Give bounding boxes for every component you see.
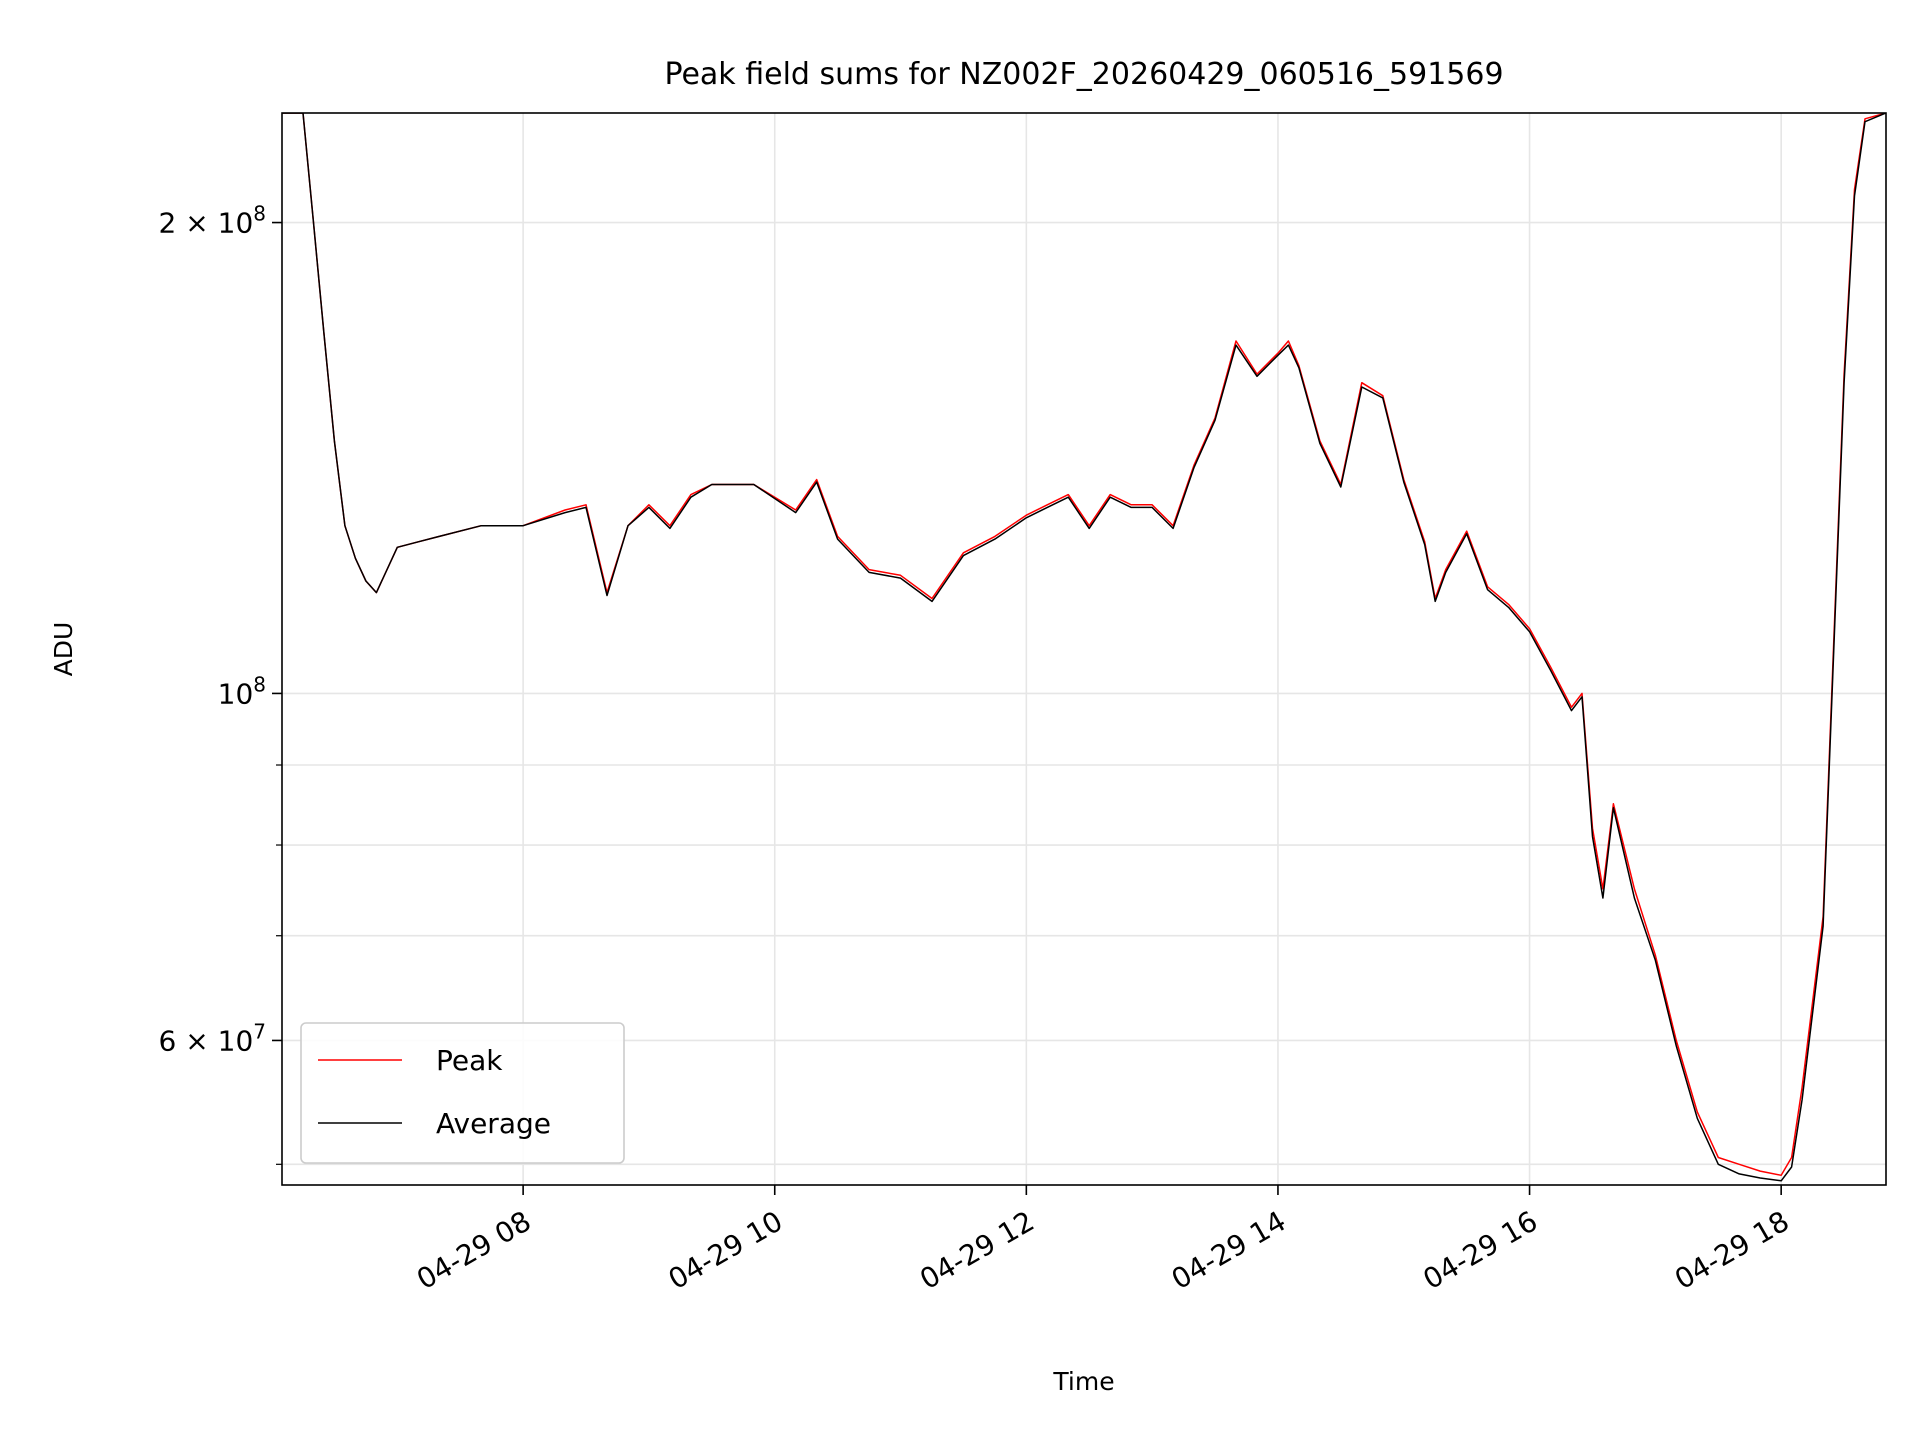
x-tick-label: 04-29 14 xyxy=(1166,1204,1292,1296)
y-tick-label: 108 xyxy=(218,672,266,710)
x-tick-label: 04-29 12 xyxy=(914,1204,1040,1296)
legend-box xyxy=(300,1022,625,1164)
x-tick-label: 04-29 18 xyxy=(1669,1204,1795,1296)
legend: Peak Average xyxy=(300,1022,625,1164)
axes-frame xyxy=(281,112,1887,1186)
y-tick-label: 6 × 107 xyxy=(159,1019,266,1057)
x-tick-label: 04-29 10 xyxy=(663,1204,789,1296)
grid-lines xyxy=(282,113,1886,1185)
legend-label-average: Average xyxy=(436,1107,551,1140)
series-line-average xyxy=(282,113,1886,1182)
y-axis-label: ADU xyxy=(49,622,78,677)
x-tick-label: 04-29 08 xyxy=(411,1204,537,1296)
legend-label-peak: Peak xyxy=(436,1044,503,1077)
x-axis-label: Time xyxy=(1052,1367,1114,1396)
plot-series-group xyxy=(282,113,1886,1182)
y-axis-ticks: 2 × 108 108 6 × 107 xyxy=(159,202,282,1165)
x-tick-label: 04-29 16 xyxy=(1418,1204,1544,1296)
x-axis-ticks: 04-29 08 04-29 10 04-29 12 04-29 14 04-29 16… xyxy=(411,1185,1795,1296)
chart-title: Peak field sums for NZ002F_20260429_0605… xyxy=(664,57,1503,92)
y-tick-label: 2 × 108 xyxy=(159,202,266,240)
